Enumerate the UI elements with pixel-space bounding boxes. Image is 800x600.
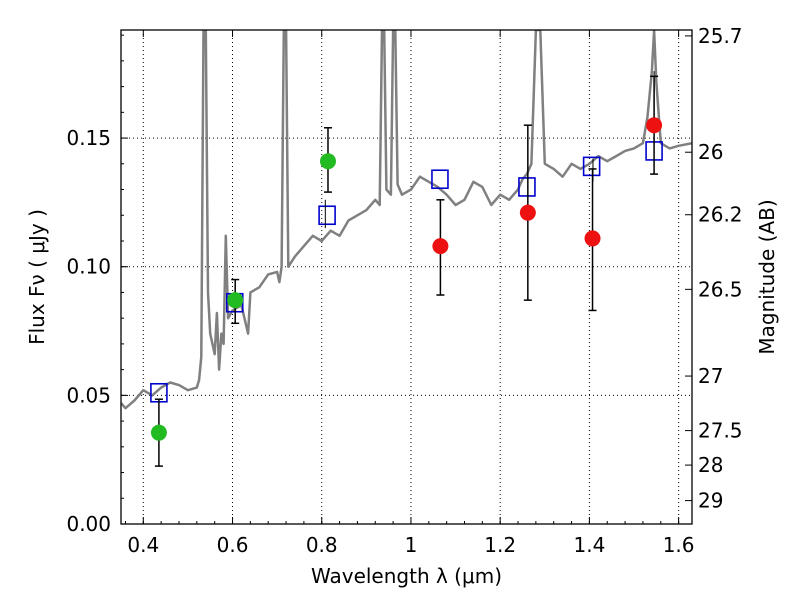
right-tick-label: 26.5 [698, 277, 743, 301]
detection-point [227, 292, 244, 309]
ticks: 0.4 0.6 0.8 1 1.2 1.4 1.6 0.00 0.05 0.10 0.15 25.7 2… [66, 24, 742, 557]
y-tick-label: 0.05 [66, 383, 111, 407]
model-spectrum-line [121, 30, 692, 410]
right-tick-label: 27.5 [698, 419, 743, 443]
detection-point [432, 238, 449, 255]
axes-frame [120, 29, 693, 525]
right-axis-label: Magnitude (AB) [755, 199, 779, 354]
x-tick-label: 1 [405, 533, 418, 557]
x-tick-label: 1.4 [573, 533, 605, 557]
model-photometry-square [518, 177, 536, 197]
right-tick-label: 25.7 [698, 24, 743, 48]
x-tick-label: 0.8 [306, 533, 338, 557]
y-tick-label: 0.10 [66, 255, 111, 279]
detection-point [646, 117, 663, 134]
y-tick-label: 0.15 [66, 126, 111, 150]
detection-point [319, 153, 336, 170]
plot-clipped [121, 30, 692, 467]
y-axis-label: Flux Fν ( μJy ) [25, 209, 49, 345]
x-tick-label: 0.4 [127, 533, 159, 557]
right-tick-label: 26.2 [698, 203, 743, 227]
model-photometry-square [582, 156, 601, 177]
detection-point [519, 204, 536, 221]
x-tick-label: 1.6 [663, 533, 695, 557]
x-tick-label: 1.2 [484, 533, 516, 557]
right-tick-label: 29 [698, 489, 723, 513]
right-tick-label: 28 [698, 453, 723, 477]
plot-area [121, 30, 692, 467]
x-axis-label: Wavelength λ (μm) [311, 564, 502, 588]
model-photometry-square [318, 205, 336, 226]
detection-point [584, 230, 601, 247]
right-tick-label: 26 [698, 140, 723, 164]
detection-point [150, 424, 167, 441]
model-photometry-square [431, 169, 449, 190]
x-tick-label: 0.6 [217, 533, 249, 557]
y-tick-label: 0.00 [66, 512, 111, 536]
right-tick-label: 27 [698, 364, 723, 388]
